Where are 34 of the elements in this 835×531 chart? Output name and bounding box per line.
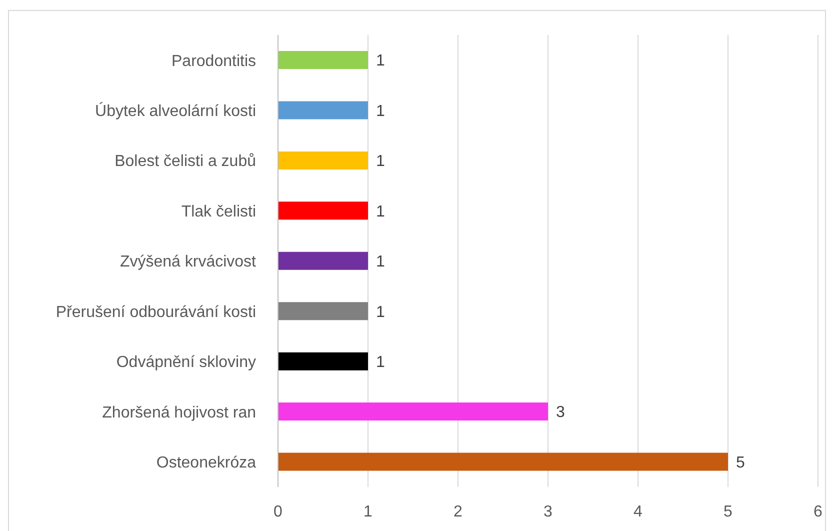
y-tick-label: Odvápnění skloviny xyxy=(116,354,256,372)
data-label: 1 xyxy=(376,203,385,220)
data-label: 1 xyxy=(376,153,385,170)
bar xyxy=(278,302,368,320)
data-label: 1 xyxy=(376,52,385,70)
y-tick-label: Zvýšená krvácivost xyxy=(120,254,257,271)
data-label: 1 xyxy=(376,354,385,372)
x-tick-label: 2 xyxy=(454,503,463,520)
x-tick-label: 0 xyxy=(274,503,283,520)
data-label: 1 xyxy=(376,102,385,120)
data-label: 3 xyxy=(556,404,565,422)
y-tick-label: Tlak čelisti xyxy=(181,203,256,220)
y-tick-label: Bolest čelisti a zubů xyxy=(114,153,256,170)
y-tick-label: Parodontitis xyxy=(172,52,256,70)
data-label: 5 xyxy=(736,454,745,472)
y-tick-label: Přerušení odbourávání kosti xyxy=(56,304,256,321)
bar xyxy=(278,252,368,270)
y-tick-label: Osteonekróza xyxy=(156,454,256,472)
x-tick-label: 4 xyxy=(634,503,643,520)
y-tick-label: Zhoršená hojivost ran xyxy=(102,404,256,422)
bar xyxy=(278,202,368,220)
x-tick-label: 1 xyxy=(364,503,373,520)
bar xyxy=(278,51,368,69)
data-label: 1 xyxy=(376,304,385,321)
data-label: 1 xyxy=(376,254,385,271)
x-tick-label: 6 xyxy=(814,503,823,520)
bar xyxy=(278,101,368,120)
x-tick-label: 5 xyxy=(724,503,733,520)
bar xyxy=(278,452,728,471)
bar xyxy=(278,352,368,370)
bar xyxy=(278,151,368,170)
bar xyxy=(278,402,548,421)
x-tick-label: 3 xyxy=(544,503,553,520)
y-tick-label: Úbytek alveolární kosti xyxy=(95,102,256,120)
